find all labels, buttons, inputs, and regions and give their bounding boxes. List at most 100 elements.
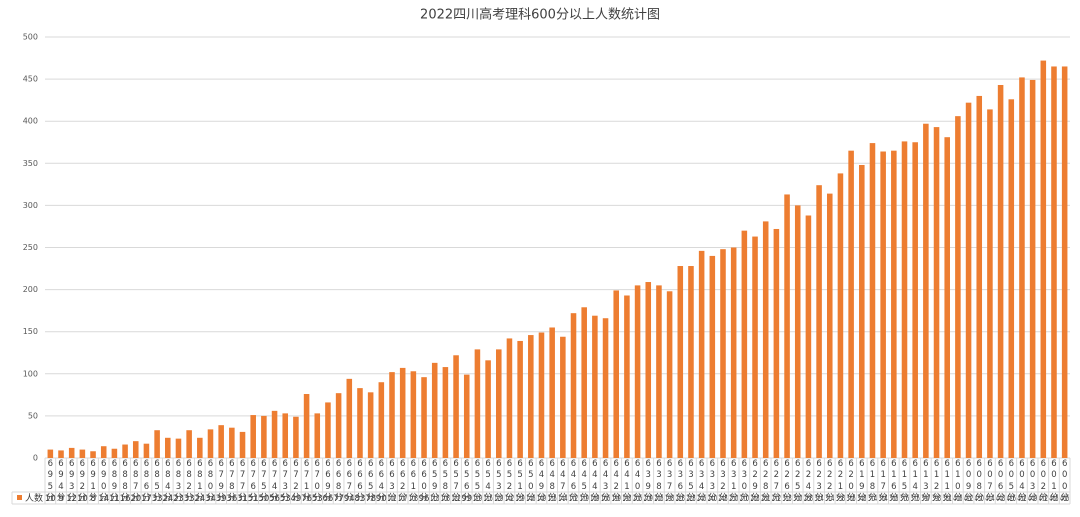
x-tick-label: 641分 bbox=[622, 459, 632, 503]
table-value: 364 bbox=[879, 494, 888, 504]
x-tick-label: 611分 bbox=[942, 459, 952, 503]
table-value: 179 bbox=[580, 494, 589, 504]
table-value: 51 bbox=[248, 494, 259, 504]
bar bbox=[762, 221, 769, 458]
table-value: 443 bbox=[996, 494, 1005, 504]
table-value: 56 bbox=[269, 494, 280, 504]
x-tick-label: 663分 bbox=[387, 459, 397, 503]
x-tick-label: 685分 bbox=[152, 459, 162, 503]
table-value: 49 bbox=[290, 494, 301, 504]
y-tick-label: 400 bbox=[23, 117, 38, 126]
table-value: 11 bbox=[109, 494, 120, 504]
x-tick-label: 657分 bbox=[451, 459, 461, 503]
x-tick-label: 694分 bbox=[56, 459, 66, 503]
x-tick-label: 673分 bbox=[280, 459, 290, 503]
bar bbox=[47, 449, 54, 458]
x-tick-label: 621分 bbox=[836, 459, 845, 503]
bar bbox=[741, 230, 748, 458]
table-value: 102 bbox=[387, 494, 396, 504]
bar bbox=[197, 437, 203, 458]
x-tick-label: 674分 bbox=[270, 459, 279, 503]
bar bbox=[335, 393, 342, 458]
bar bbox=[688, 266, 694, 458]
table-value: 14 bbox=[98, 494, 109, 504]
x-tick-label: 669分 bbox=[323, 459, 333, 503]
table-value: 172 bbox=[569, 494, 578, 504]
x-tick-label: 638分 bbox=[654, 459, 664, 503]
x-tick-label: 625分 bbox=[793, 459, 802, 503]
x-tick-label: 631分 bbox=[729, 459, 738, 503]
bar bbox=[325, 402, 331, 458]
table-value: 422 bbox=[964, 494, 973, 504]
table-value: 77 bbox=[333, 494, 344, 504]
x-tick-label: 654分 bbox=[483, 459, 493, 503]
bar bbox=[218, 425, 224, 458]
bar bbox=[485, 360, 491, 458]
table-value: 108 bbox=[441, 494, 450, 504]
bar bbox=[581, 307, 587, 458]
x-tick-label: 692分 bbox=[78, 459, 87, 503]
bar bbox=[90, 451, 96, 458]
table-value: 300 bbox=[793, 494, 802, 504]
bar bbox=[933, 127, 940, 459]
x-tick-label: 651分 bbox=[515, 459, 525, 503]
bar bbox=[965, 102, 972, 459]
table-value: 107 bbox=[398, 494, 407, 504]
table-value: 17 bbox=[141, 494, 152, 504]
bar bbox=[656, 285, 662, 458]
x-tick-label: 629分 bbox=[750, 459, 760, 503]
table-value: 209 bbox=[644, 494, 653, 504]
y-tick-label: 150 bbox=[23, 327, 38, 336]
x-tick-label: 620分 bbox=[846, 459, 856, 503]
x-tick-label: 637分 bbox=[665, 459, 674, 503]
table-value: 31 bbox=[237, 494, 248, 504]
bar bbox=[816, 185, 822, 458]
x-tick-label: 612分 bbox=[932, 459, 941, 503]
table-value: 365 bbox=[889, 494, 898, 504]
table-value: 33 bbox=[184, 494, 195, 504]
x-tick-label: 618分 bbox=[868, 459, 877, 503]
table-value: 113 bbox=[430, 494, 439, 504]
bar bbox=[997, 84, 1004, 458]
x-tick-label: 606分 bbox=[996, 459, 1005, 503]
x-tick-label: 678分 bbox=[227, 459, 237, 503]
y-tick-label: 50 bbox=[28, 411, 38, 420]
x-tick-label: 687分 bbox=[131, 459, 140, 503]
bar bbox=[261, 415, 267, 458]
bar bbox=[923, 123, 929, 458]
y-tick-label: 450 bbox=[23, 75, 38, 84]
bar bbox=[154, 430, 160, 458]
bar bbox=[528, 335, 534, 458]
bar bbox=[474, 349, 481, 458]
table-value: 365 bbox=[847, 494, 856, 504]
bar bbox=[79, 449, 86, 458]
bar bbox=[431, 362, 438, 458]
table-value: 426 bbox=[1007, 494, 1016, 504]
table-value: 198 bbox=[665, 494, 674, 504]
y-tick-label: 100 bbox=[23, 369, 38, 378]
table-value: 149 bbox=[537, 494, 546, 504]
table-value: 146 bbox=[526, 494, 535, 504]
table-value: 94 bbox=[344, 494, 355, 504]
y-tick-label: 250 bbox=[23, 243, 38, 252]
table-value: 397 bbox=[921, 494, 930, 504]
x-tick-label: 653分 bbox=[494, 459, 504, 503]
bar bbox=[944, 137, 950, 458]
x-tick-label: 616分 bbox=[889, 459, 899, 503]
x-tick-label: 623分 bbox=[814, 459, 824, 503]
table-value: 24 bbox=[162, 494, 173, 504]
x-tick-label: 665分 bbox=[366, 459, 375, 503]
x-tick-label: 617分 bbox=[878, 459, 888, 503]
table-value: 50 bbox=[258, 494, 269, 504]
x-tick-label: 649分 bbox=[537, 459, 546, 503]
table-value: 205 bbox=[654, 494, 663, 504]
bar bbox=[517, 340, 523, 458]
table-value: 129 bbox=[494, 494, 503, 504]
x-tick-label: 650分 bbox=[526, 459, 536, 503]
bar bbox=[399, 367, 406, 458]
bar bbox=[111, 448, 118, 458]
table-value: 122 bbox=[451, 494, 460, 504]
bar bbox=[1061, 66, 1068, 458]
table-value: 129 bbox=[473, 494, 482, 504]
x-tick-label: 630分 bbox=[740, 459, 749, 503]
